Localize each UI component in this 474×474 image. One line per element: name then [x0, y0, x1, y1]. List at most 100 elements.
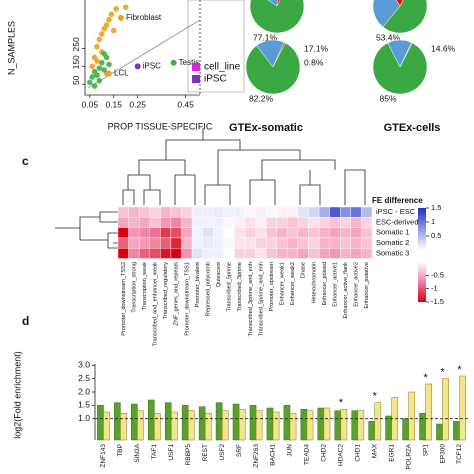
- heat-cell: [244, 206, 256, 218]
- x-tick-label: ZNF263: [253, 444, 260, 468]
- pie-label: 17.1%: [304, 43, 329, 53]
- heat-cell: [244, 247, 256, 259]
- pie-caption: GTEx-somatic: [229, 122, 303, 134]
- x-tick-label: 0.05: [82, 99, 99, 109]
- column-label: Transcribed_3prime_and_enh: [248, 262, 254, 336]
- heat-cell: [276, 227, 288, 239]
- point: [101, 67, 107, 73]
- heat-cell: [340, 206, 352, 218]
- heat-cell: [128, 217, 140, 228]
- pie-label: 77.1%: [253, 32, 278, 42]
- significance-star: *: [373, 391, 378, 403]
- heat-cell: [276, 237, 288, 249]
- legend-swatch: [192, 63, 200, 71]
- x-tick-label: 0.45: [177, 99, 194, 109]
- heat-cell: [308, 237, 320, 249]
- significance-star: *: [339, 397, 344, 409]
- pie-label: 82.2%: [249, 93, 274, 103]
- bar: [131, 403, 138, 441]
- bar: [249, 405, 257, 441]
- bar: [300, 409, 308, 441]
- heat-cell: [117, 206, 129, 218]
- legend-label: cell_line: [204, 62, 241, 73]
- bar: [147, 399, 155, 441]
- column-label: Transcription_weak: [142, 262, 148, 310]
- bar: [334, 410, 342, 441]
- bar: [357, 410, 365, 441]
- column-label: Promoter_bivalent: [195, 262, 201, 308]
- heat-cell: [191, 206, 203, 218]
- heat-cell: [128, 247, 140, 259]
- x-tick-label: 0.25: [129, 99, 146, 109]
- heat-cell: [297, 247, 309, 259]
- column-dendrogram: [122, 128, 366, 205]
- heat-cell: [202, 227, 214, 239]
- pie-slice: [372, 42, 428, 95]
- heat-cell: [181, 237, 193, 249]
- column-label: Enhancer_poised: [322, 262, 328, 306]
- point: [96, 77, 103, 84]
- bar: [306, 410, 314, 441]
- pie-slice: [249, 0, 305, 34]
- point: [94, 72, 100, 79]
- x-tick-label: SRF: [236, 444, 243, 457]
- y-tick-label: 50: [71, 75, 81, 85]
- panel-label: c: [22, 154, 29, 168]
- heat-cell: [308, 206, 320, 218]
- heat-cell: [308, 217, 320, 228]
- heat-cell: [287, 206, 299, 218]
- pie-label: 85%: [379, 93, 396, 103]
- heat-cell: [308, 227, 320, 239]
- bar: [215, 402, 223, 441]
- heat-cell: [149, 217, 161, 228]
- heat-cell: [213, 247, 225, 259]
- heat-cell: [329, 227, 341, 239]
- bar: [283, 405, 291, 441]
- heat-cell: [287, 247, 299, 259]
- point: [89, 74, 95, 80]
- axis: [84, 0, 200, 96]
- heat-cell: [234, 247, 246, 259]
- point: [108, 11, 115, 18]
- column-label: Enhancer_active1: [332, 262, 338, 307]
- heat-cell: [202, 247, 214, 259]
- legend-tick-label: -0.5: [431, 270, 444, 279]
- point-label: Testis: [179, 58, 199, 67]
- colorbar: [418, 208, 426, 250]
- point: [94, 58, 100, 64]
- colorbar: [418, 262, 426, 302]
- x-tick-label: JUN: [287, 444, 294, 457]
- point: [94, 43, 100, 50]
- x-tick-label: USF2: [219, 444, 226, 461]
- column-label: Enhancer_active_flank: [343, 262, 349, 319]
- legend-label: iPSC: [204, 74, 227, 85]
- heat-cell: [191, 227, 203, 239]
- x-tick-label: CHD2: [321, 444, 328, 462]
- heat-cell: [170, 227, 182, 239]
- bar: [317, 407, 325, 441]
- heat-cell: [361, 247, 373, 259]
- heat-cell: [340, 227, 352, 239]
- bar: [368, 421, 375, 441]
- heat-cell: [160, 227, 172, 239]
- bar: [114, 402, 121, 441]
- x-tick-label: HDAC2: [338, 444, 345, 466]
- bar: [419, 413, 426, 441]
- row-label: iPSC - ESC: [376, 207, 416, 216]
- heat-cell: [213, 237, 225, 249]
- bar-ylabel: log2(Fold enrichment): [12, 351, 22, 439]
- legend-title: FE difference: [372, 196, 423, 205]
- significance-star: *: [457, 364, 462, 376]
- bar: [198, 406, 206, 441]
- heat-cell: [276, 206, 288, 218]
- heat-cell: [361, 227, 373, 239]
- legend-tick-label: 1.5: [431, 203, 441, 212]
- column-label: Transcribed_3prime: [237, 262, 243, 312]
- row-label: Somatic 3: [376, 248, 409, 257]
- heat-cell: [255, 237, 267, 249]
- column-label: Promoter_downstream_TSS2: [121, 262, 127, 336]
- legend-box: [187, 0, 245, 93]
- column-label: Heterochromatin: [311, 262, 317, 303]
- column-label: Quiescent: [216, 262, 222, 288]
- pie-slice: [272, 42, 286, 68]
